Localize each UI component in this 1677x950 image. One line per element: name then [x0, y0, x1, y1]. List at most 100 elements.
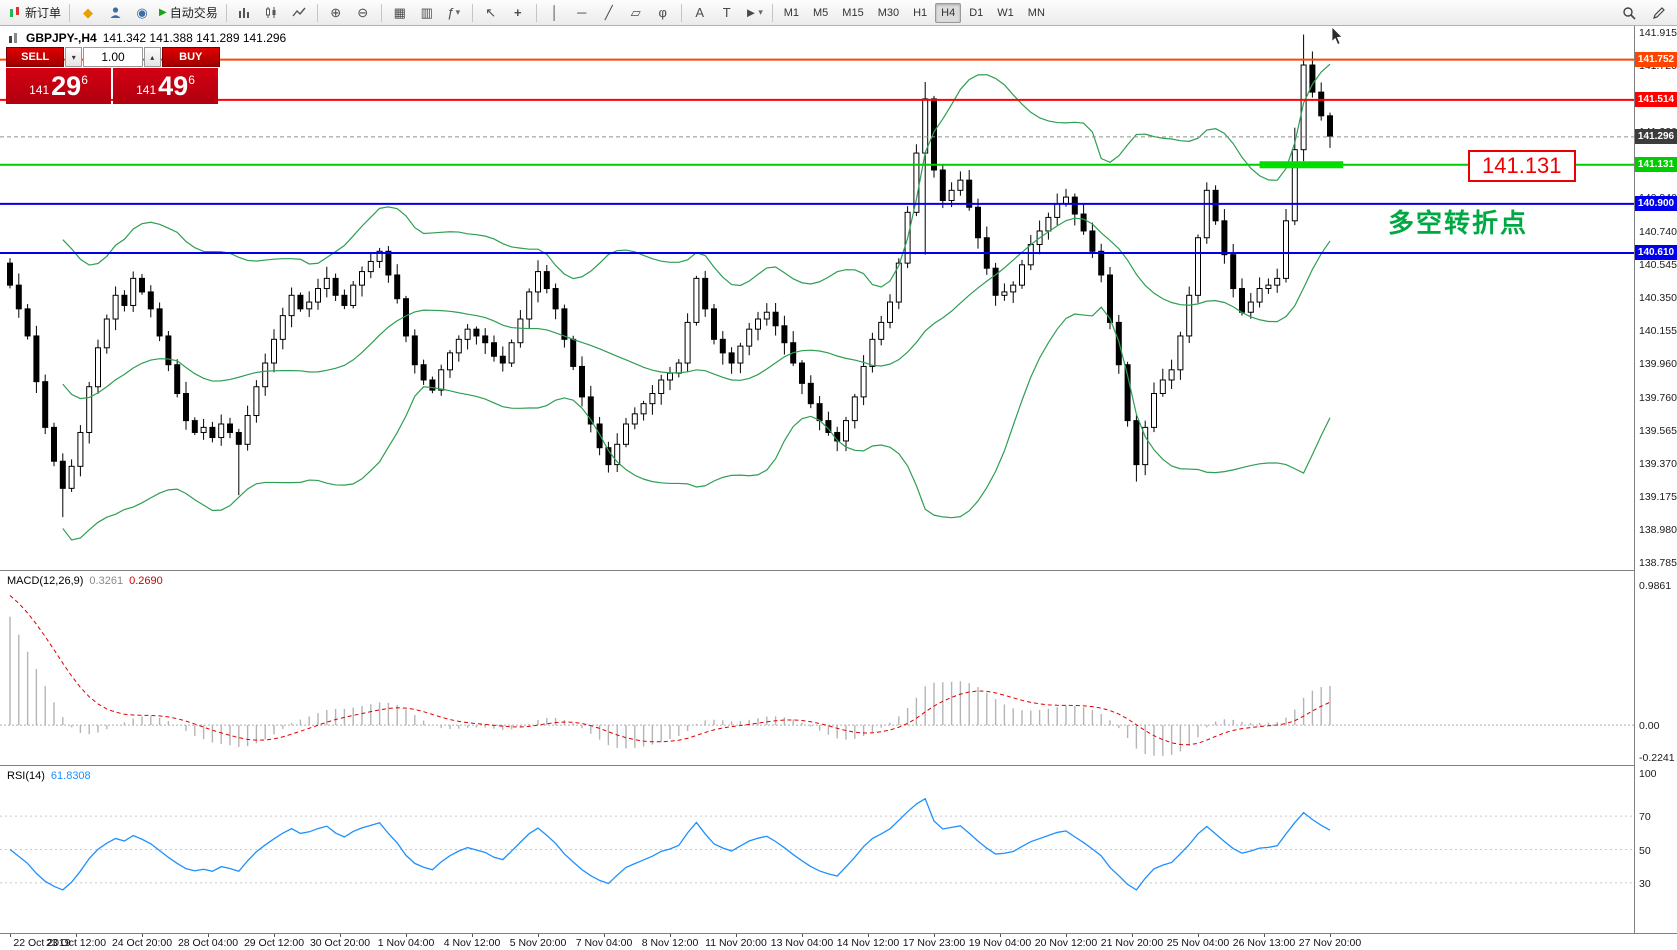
auto-trading-button[interactable]: ▶ 自动交易	[156, 3, 221, 23]
time-axis-label: 4 Nov 12:00	[443, 937, 501, 949]
profile-icon[interactable]	[102, 3, 128, 23]
time-axis-label: 28 Oct 04:00	[177, 937, 239, 949]
chart-icon	[9, 33, 17, 43]
price-axis-label: 139.370	[1639, 457, 1677, 470]
vertical-line-tool-icon[interactable]: │	[550, 5, 559, 20]
panel-divider[interactable]	[0, 570, 1677, 571]
timeframe-w1[interactable]: W1	[997, 6, 1014, 19]
candlestick-chart-icon[interactable]	[259, 3, 285, 23]
price-axis-label: 139.760	[1639, 391, 1677, 404]
price-axis[interactable]: 141.752 141.514 141.296 141.131 140.900 140.6…	[1635, 26, 1677, 933]
time-axis-label: 27 Nov 20:00	[1298, 937, 1362, 949]
sell-price-display[interactable]: 141 29 6	[6, 68, 111, 104]
timeframe-m1[interactable]: M1	[783, 6, 800, 19]
indicators-icon[interactable]: ƒ ▾	[441, 3, 467, 23]
price-axis-label: 139.175	[1639, 490, 1677, 503]
timeframe-m5[interactable]: M5	[813, 6, 829, 19]
community-icon[interactable]: ◉	[136, 4, 148, 20]
caret-down-icon: ▾	[758, 7, 763, 17]
time-tick	[934, 934, 935, 937]
grid-icon[interactable]: ▦	[393, 4, 406, 20]
macd-label: MACD(12,26,9)	[7, 575, 84, 587]
price-tag-141.131[interactable]: 141.131	[1635, 157, 1677, 173]
candles-icon	[266, 7, 276, 18]
time-axis-label: 7 Nov 04:00	[575, 937, 633, 949]
price-tag-141.514[interactable]: 141.514	[1635, 92, 1677, 108]
fibonacci-tool-icon[interactable]: φ	[658, 5, 667, 20]
text-tool-icon[interactable]: A	[695, 5, 705, 20]
time-tick	[406, 934, 407, 937]
separator	[535, 3, 537, 22]
timeframe-h1[interactable]: H1	[913, 6, 928, 19]
time-tick	[1066, 934, 1067, 937]
timeframe-mn[interactable]: MN	[1027, 6, 1045, 19]
volume-decrease-button[interactable]: ▾	[65, 47, 82, 67]
metaquotes-icon[interactable]: ◆	[83, 4, 94, 20]
time-tick	[274, 934, 275, 937]
arrows-tool-icon[interactable]: ► ▾	[741, 3, 767, 23]
time-axis-label: 11 Nov 20:00	[705, 937, 767, 949]
edit-icon[interactable]	[1646, 3, 1672, 23]
time-tick	[10, 934, 11, 937]
time-axis-label: 5 Nov 20:00	[509, 937, 567, 949]
turning-point-text[interactable]: 多空转折点	[1388, 208, 1529, 238]
timeframe-m15[interactable]: M15	[842, 6, 864, 19]
one-click-trading-panel: SELL ▾ ▴ BUY 141 29 6 141 49 6	[6, 47, 220, 104]
macd-axis-label: 0.00	[1639, 720, 1660, 733]
separator	[771, 3, 773, 22]
mouse-cursor-icon	[1331, 26, 1347, 52]
price-tag-140.900[interactable]: 140.900	[1635, 196, 1677, 212]
search-icon[interactable]	[1616, 3, 1642, 23]
rsi-axis-label: 70	[1639, 811, 1651, 824]
line-chart-icon[interactable]	[286, 3, 312, 23]
time-axis-label: 21 Nov 20:00	[1100, 937, 1164, 949]
time-tick	[76, 934, 77, 937]
time-axis-label: 14 Nov 12:00	[836, 937, 900, 949]
time-tick	[538, 934, 539, 937]
buy-price-display[interactable]: 141 49 6	[113, 68, 218, 104]
rsi-line	[9, 797, 1331, 891]
time-axis-label: 17 Nov 23:00	[902, 937, 966, 949]
zoom-out-icon[interactable]: ⊖	[357, 4, 369, 20]
bar-chart-icon[interactable]	[232, 3, 258, 23]
timeframe-d1[interactable]: D1	[969, 6, 984, 19]
price-chart[interactable]	[0, 26, 1634, 570]
user-icon	[110, 7, 121, 18]
time-tick	[670, 934, 671, 937]
new-order-button[interactable]: 新订单	[5, 3, 64, 23]
symbol-title: GBPJPY-,H4	[26, 31, 97, 45]
trendline-tool-icon[interactable]: ╱	[604, 4, 613, 20]
macd-panel[interactable]	[0, 571, 1634, 765]
price-axis-label: 139.960	[1639, 358, 1677, 371]
zoom-in-icon[interactable]: ⊕	[330, 4, 342, 20]
quote-ohlc: 141.342 141.388 141.289 141.296	[102, 31, 287, 45]
price-annotation-box[interactable]: 141.131	[1468, 150, 1576, 182]
price-axis-label: 138.785	[1639, 557, 1677, 569]
cursor-tool-icon[interactable]: ↖	[485, 4, 497, 20]
rsi-panel[interactable]	[0, 766, 1634, 933]
play-icon: ▶	[159, 7, 167, 18]
panel-divider[interactable]	[0, 765, 1677, 766]
separator	[380, 3, 382, 22]
time-axis-label: 20 Nov 12:00	[1034, 937, 1098, 949]
separator	[69, 3, 71, 22]
sell-button[interactable]: SELL	[6, 47, 65, 67]
price-axis-label: 138.980	[1639, 523, 1677, 536]
time-tick	[1330, 934, 1331, 937]
tile-windows-icon[interactable]: ▥	[420, 4, 433, 20]
volume-input[interactable]	[83, 47, 143, 67]
timeframe-m30[interactable]: M30	[877, 6, 900, 19]
time-axis[interactable]: 22 Oct 2019 23 Oct 12:00 24 Oct 20:00 28 Oc…	[0, 934, 1634, 950]
channel-tool-icon[interactable]: ▱	[630, 4, 641, 20]
volume-increase-button[interactable]: ▴	[144, 47, 161, 67]
time-tick	[142, 934, 143, 937]
label-tool-icon[interactable]: T	[722, 5, 731, 20]
timeframe-h4[interactable]: H4	[935, 2, 962, 23]
price-tag-141.752[interactable]: 141.752	[1635, 52, 1677, 68]
buy-button[interactable]: BUY	[161, 47, 220, 67]
price-tag-140.610[interactable]: 140.610	[1635, 245, 1677, 261]
price-tag-141.296[interactable]: 141.296	[1635, 129, 1677, 145]
crosshair-tool-icon[interactable]: +	[513, 5, 522, 20]
horizontal-line-tool-icon[interactable]: ─	[577, 5, 587, 20]
